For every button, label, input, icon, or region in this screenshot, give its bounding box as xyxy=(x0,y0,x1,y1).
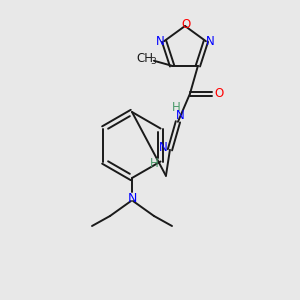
Text: 3: 3 xyxy=(150,57,156,66)
Text: H: H xyxy=(150,157,158,170)
Text: CH: CH xyxy=(136,52,154,65)
Text: N: N xyxy=(127,191,137,205)
Text: O: O xyxy=(182,19,190,32)
Text: N: N xyxy=(159,141,167,154)
Text: O: O xyxy=(214,87,224,100)
Text: H: H xyxy=(172,101,180,114)
Text: N: N xyxy=(156,35,164,48)
Text: N: N xyxy=(176,109,184,122)
Text: N: N xyxy=(206,35,214,48)
